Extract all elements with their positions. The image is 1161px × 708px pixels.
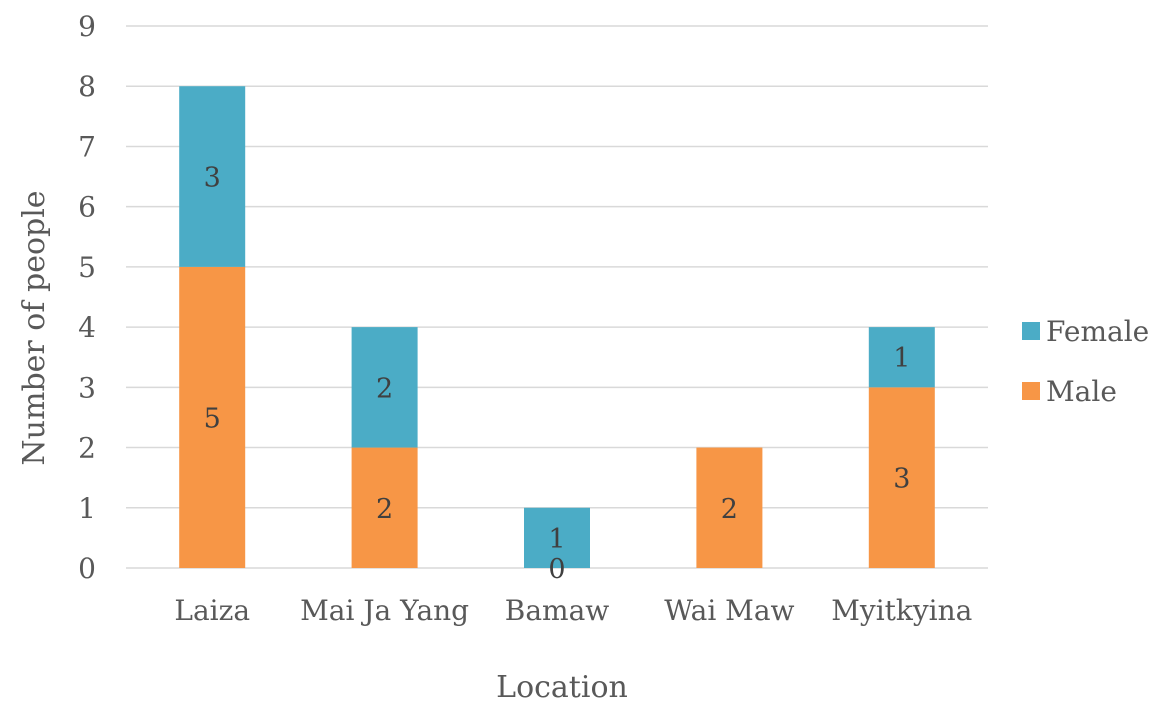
data-label-male: 0: [548, 554, 565, 585]
x-tick-label: Wai Maw: [664, 594, 794, 627]
y-tick-label: 6: [78, 191, 96, 224]
data-label-male: 2: [721, 494, 738, 525]
x-axis-title: Location: [496, 670, 628, 705]
bar-male-wai-maw: [696, 447, 763, 568]
x-tick-label: Myitkyina: [831, 594, 972, 627]
bar-male-laiza: [179, 266, 246, 568]
data-label-female: 2: [376, 373, 393, 404]
y-tick-label: 5: [78, 251, 96, 284]
legend-swatch-female: [1022, 322, 1040, 340]
x-tick-label: Mai Ja Yang: [300, 594, 469, 627]
data-label-female: 1: [548, 524, 565, 555]
y-tick-label: 4: [78, 311, 96, 344]
bar-female-mai-ja-yang: [351, 327, 418, 448]
bar-female-bamaw: [524, 507, 590, 568]
y-tick-label: 0: [78, 552, 96, 585]
y-tick-label: 8: [78, 70, 96, 103]
y-tick-label: 1: [78, 492, 96, 525]
y-tick-label: 7: [78, 130, 96, 163]
y-tick-label: 3: [78, 371, 96, 404]
x-tick-label: Bamaw: [505, 594, 610, 627]
legend: Female Male: [1022, 315, 1149, 408]
y-tick-labels: 0 1 2 3 4 5 6 7 8 9: [78, 10, 96, 585]
data-label-female: 3: [204, 163, 221, 194]
y-tick-label: 2: [78, 432, 96, 465]
bar-male-mai-ja-yang: [351, 447, 418, 568]
bar-female-myitkyina: [868, 327, 935, 388]
bar-female-laiza: [179, 86, 246, 267]
data-label-male: 3: [893, 464, 910, 495]
legend-label-female: Female: [1046, 315, 1149, 348]
data-label-male: 2: [376, 494, 393, 525]
bar-male-myitkyina: [868, 387, 935, 568]
x-tick-label: Laiza: [174, 594, 250, 627]
bars: [179, 86, 935, 568]
y-axis-title: Number of people: [17, 190, 52, 465]
x-tick-labels: Laiza Mai Ja Yang Bamaw Wai Maw Myitkyina: [174, 594, 972, 627]
y-tick-label: 9: [78, 10, 96, 43]
gridlines: [126, 25, 988, 569]
legend-label-male: Male: [1046, 375, 1117, 408]
legend-swatch-male: [1022, 382, 1040, 400]
data-label-female: 1: [893, 343, 910, 374]
data-label-male: 5: [204, 403, 221, 434]
